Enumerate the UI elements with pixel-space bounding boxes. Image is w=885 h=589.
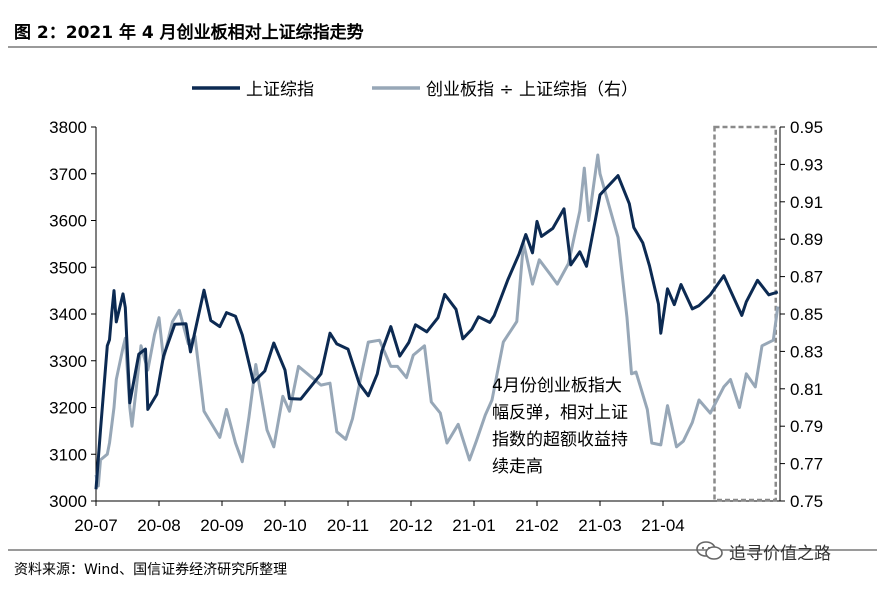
watermark: 追寻价值之路 <box>695 540 831 564</box>
x-tick-label: 20-12 <box>389 516 432 535</box>
annotation-line: 指数的超额收益持 <box>492 430 628 450</box>
series-layer <box>94 153 780 490</box>
x-tick-label: 21-01 <box>452 516 495 535</box>
x-tick-label: 20-09 <box>200 516 243 535</box>
series-line-chinext-ratio <box>94 153 780 488</box>
wechat-icon <box>696 541 723 560</box>
x-tick-label: 21-04 <box>641 516 684 535</box>
x-tick-label: 21-02 <box>515 516 558 535</box>
series-line-shanghai-composite <box>94 174 779 490</box>
annotation-line: 幅反弹，相对上证 <box>492 403 628 423</box>
chart: 3000 3100 3200 3300 3400 3500 3600 3700 3800 0.75… <box>49 80 823 535</box>
y-tick-label-left: 3000 <box>49 492 87 511</box>
y-tick-label-right: 0.87 <box>790 268 823 287</box>
y-tick-label-right: 0.93 <box>790 155 823 174</box>
annotation-line: 4月份创业板指大 <box>492 376 622 396</box>
y-tick-label-right: 0.91 <box>790 193 823 212</box>
y-tick-label-left: 3600 <box>49 212 87 231</box>
y-tick-label-right: 0.77 <box>790 455 823 474</box>
y-tick-label-right: 0.75 <box>790 492 823 511</box>
y-tick-label-left: 3200 <box>49 399 87 418</box>
x-tick-label: 20-11 <box>327 516 369 535</box>
y-tick-label-left: 3300 <box>49 352 87 371</box>
y-tick-label-right: 0.95 <box>790 118 823 137</box>
x-tick-label: 20-08 <box>137 516 180 535</box>
highlight-box <box>713 125 777 502</box>
y-tick-label-left: 3800 <box>49 118 87 137</box>
y-tick-label-left: 3500 <box>49 258 87 277</box>
x-tick-label: 21-03 <box>578 516 621 535</box>
source-rule <box>8 549 877 551</box>
y-tick-label-left: 3400 <box>49 305 87 324</box>
legend-item-chinext-ratio-label: 创业板指 ÷ 上证综指（右） <box>426 80 638 100</box>
y-tick-label-right: 0.83 <box>790 342 823 361</box>
annotation-line: 续走高 <box>492 457 543 477</box>
y-tick-label-left: 3700 <box>49 165 87 184</box>
highlight-layer <box>713 125 777 502</box>
figure-title: 图 2：2021 年 4 月创业板相对上证综指走势 <box>14 23 364 43</box>
title-rule <box>8 46 877 48</box>
y-tick-label-right: 0.79 <box>790 417 823 436</box>
y-tick-label-right: 0.85 <box>790 305 823 324</box>
legend: 上证综指 创业板指 ÷ 上证综指（右） <box>192 80 638 100</box>
x-tick-label: 20-07 <box>74 516 117 535</box>
y-tick-label-right: 0.81 <box>790 380 823 399</box>
source-note: 资料来源：Wind、国信证券经济研究所整理 <box>14 562 288 578</box>
y-tick-label-right: 0.89 <box>790 230 823 249</box>
y-tick-label-left: 3100 <box>49 445 87 464</box>
x-tick-label: 20-10 <box>263 516 306 535</box>
axes-layer: 3000 3100 3200 3300 3400 3500 3600 3700 3800 0.75… <box>49 118 823 535</box>
watermark-text: 追寻价值之路 <box>729 543 831 564</box>
legend-item-shanghai-composite-label: 上证综指 <box>246 80 314 100</box>
